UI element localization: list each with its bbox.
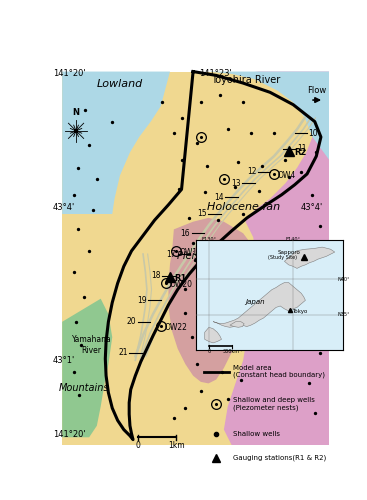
Text: 1km: 1km <box>168 441 185 450</box>
Text: OW22: OW22 <box>165 322 188 332</box>
Text: Mountains: Mountains <box>58 383 109 393</box>
Text: 43°4': 43°4' <box>301 204 323 212</box>
Text: 17: 17 <box>167 250 176 258</box>
Text: Lowland: Lowland <box>97 79 143 89</box>
Polygon shape <box>213 282 305 328</box>
Polygon shape <box>205 328 222 343</box>
Text: Tokyo: Tokyo <box>292 309 307 314</box>
Text: 0: 0 <box>135 441 140 450</box>
Text: Flow: Flow <box>307 86 326 95</box>
Text: Toyohira River: Toyohira River <box>211 75 280 85</box>
Text: Shallow and deep wells
(Piezometer nests): Shallow and deep wells (Piezometer nests… <box>233 397 315 411</box>
Text: E130°: E130° <box>201 238 217 242</box>
Text: Japan: Japan <box>245 299 265 305</box>
Text: 12: 12 <box>247 167 256 176</box>
Polygon shape <box>62 72 330 445</box>
Text: (Study Site): (Study Site) <box>268 255 297 260</box>
Text: OW20: OW20 <box>170 280 193 289</box>
Text: E140°: E140° <box>285 238 300 242</box>
Text: N40°: N40° <box>337 276 350 281</box>
Text: 141°20': 141°20' <box>53 69 86 78</box>
Text: Shallow wells: Shallow wells <box>233 431 280 437</box>
Text: 19: 19 <box>137 296 147 304</box>
Text: Pleistocene fan: Pleistocene fan <box>177 250 252 260</box>
Text: 13: 13 <box>231 178 241 188</box>
Text: N35°: N35° <box>337 312 350 317</box>
Text: Gauging stations(R1 & R2): Gauging stations(R1 & R2) <box>233 455 327 461</box>
Text: R2: R2 <box>294 148 306 157</box>
Text: Yamahana
River: Yamahana River <box>72 335 111 354</box>
Text: 18: 18 <box>151 271 161 280</box>
Text: Holocene fan: Holocene fan <box>207 202 280 212</box>
Text: 21: 21 <box>118 348 128 357</box>
Text: 141°23': 141°23' <box>199 69 232 78</box>
Polygon shape <box>193 72 330 160</box>
Text: OW4: OW4 <box>278 171 296 180</box>
Text: 43°4': 43°4' <box>53 204 75 212</box>
Polygon shape <box>230 322 244 328</box>
Text: 0: 0 <box>207 350 211 354</box>
Polygon shape <box>224 72 330 445</box>
Polygon shape <box>62 72 170 214</box>
Text: 43°1': 43°1' <box>53 356 75 365</box>
Text: 15: 15 <box>197 210 207 218</box>
Text: OW18: OW18 <box>180 248 203 257</box>
Text: Volcanic ash hills: Volcanic ash hills <box>255 250 332 258</box>
Polygon shape <box>284 247 335 268</box>
Text: 16: 16 <box>181 229 190 238</box>
Polygon shape <box>168 218 258 384</box>
Text: Sapporo: Sapporo <box>277 250 300 255</box>
Text: 20: 20 <box>127 318 136 326</box>
Text: 10: 10 <box>309 128 318 138</box>
Polygon shape <box>62 298 112 438</box>
Text: R1: R1 <box>175 274 187 283</box>
Text: N: N <box>73 108 80 117</box>
Text: 141°20': 141°20' <box>53 430 86 439</box>
Text: Model area
(Constant head boundary): Model area (Constant head boundary) <box>233 365 326 378</box>
Text: 14: 14 <box>214 192 224 202</box>
Bar <box>74 128 79 133</box>
Text: 11: 11 <box>297 144 306 153</box>
Text: OW17: OW17 <box>218 265 241 274</box>
Text: 300km: 300km <box>223 350 240 354</box>
